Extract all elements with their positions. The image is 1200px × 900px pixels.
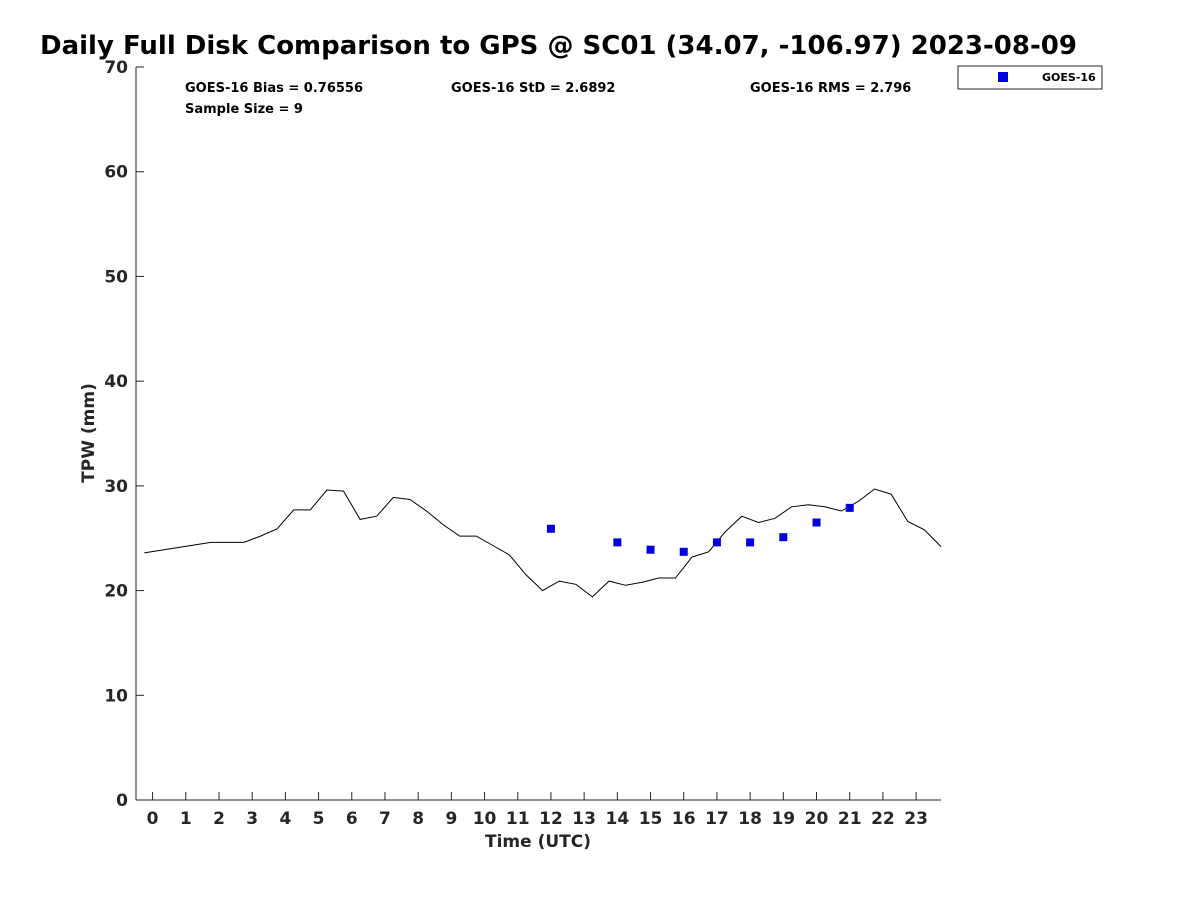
goes16-point xyxy=(779,533,788,542)
x-tick-label: 4 xyxy=(279,809,291,829)
x-axis-label: Time (UTC) xyxy=(485,832,591,852)
x-tick-label: 13 xyxy=(572,809,596,829)
x-tick-label: 22 xyxy=(871,809,895,829)
y-tick-label: 60 xyxy=(104,163,128,183)
x-tick-label: 23 xyxy=(904,809,928,829)
x-tick-label: 5 xyxy=(313,809,325,829)
y-tick-label: 50 xyxy=(104,267,128,287)
stats-annotations: GOES-16 Bias = 0.76556 GOES-16 StD = 2.6… xyxy=(185,81,911,117)
x-tick-label: 0 xyxy=(147,809,159,829)
y-tick-label: 40 xyxy=(104,372,128,392)
goes16-point xyxy=(746,538,755,547)
x-tick-label: 7 xyxy=(379,809,391,829)
std-annotation: GOES-16 StD = 2.6892 xyxy=(451,81,615,96)
x-tick-label: 12 xyxy=(539,809,563,829)
x-tick-label: 1 xyxy=(180,809,192,829)
x-tick-label: 21 xyxy=(838,809,862,829)
gps-line-series xyxy=(144,488,942,598)
legend-marker-square xyxy=(998,72,1008,82)
goes16-point xyxy=(712,538,721,547)
bias-annotation: GOES-16 Bias = 0.76556 xyxy=(185,81,363,96)
x-tick-label: 14 xyxy=(606,809,630,829)
goes16-point xyxy=(845,503,854,512)
x-tick-label: 20 xyxy=(805,809,829,829)
rms-annotation: GOES-16 RMS = 2.796 xyxy=(750,81,911,96)
x-tick-label: 2 xyxy=(213,809,225,829)
axes xyxy=(135,67,941,801)
goes16-point xyxy=(646,545,655,554)
x-tick-label: 3 xyxy=(246,809,258,829)
x-tick-label: 19 xyxy=(771,809,795,829)
gps-tpw-line xyxy=(144,488,942,598)
sample-size-annotation: Sample Size = 9 xyxy=(185,102,303,117)
y-tick-label: 70 xyxy=(104,58,128,78)
goes16-point xyxy=(546,524,555,533)
y-tick-label: 0 xyxy=(116,791,128,811)
x-tick-label: 9 xyxy=(445,809,457,829)
legend-box xyxy=(957,65,1103,90)
y-axis-label: TPW (mm) xyxy=(79,383,99,483)
goes16-point xyxy=(812,518,821,527)
goes16-scatter-series xyxy=(546,503,854,556)
x-tick-label: 10 xyxy=(473,809,497,829)
x-tick-label: 6 xyxy=(346,809,358,829)
goes16-point xyxy=(613,538,622,547)
x-ticks: 0 1 2 3 4 5 6 7 8 9 10 11 12 13 14 15 16 17 18 19 20 21 22 23 xyxy=(147,792,928,829)
x-tick-label: 18 xyxy=(738,809,762,829)
y-tick-label: 30 xyxy=(104,477,128,497)
x-tick-label: 8 xyxy=(412,809,424,829)
x-tick-label: 15 xyxy=(639,809,663,829)
x-tick-label: 11 xyxy=(506,809,530,829)
legend: GOES-16 xyxy=(957,65,1103,90)
goes16-point xyxy=(679,547,688,556)
y-tick-label: 10 xyxy=(104,686,128,706)
chart-title: Daily Full Disk Comparison to GPS @ SC01… xyxy=(40,31,1077,61)
y-ticks: 0 10 20 30 40 50 60 70 xyxy=(104,58,144,811)
y-tick-label: 20 xyxy=(104,582,128,602)
x-tick-label: 17 xyxy=(705,809,729,829)
x-tick-label: 16 xyxy=(672,809,696,829)
legend-label: GOES-16 xyxy=(1042,71,1096,84)
